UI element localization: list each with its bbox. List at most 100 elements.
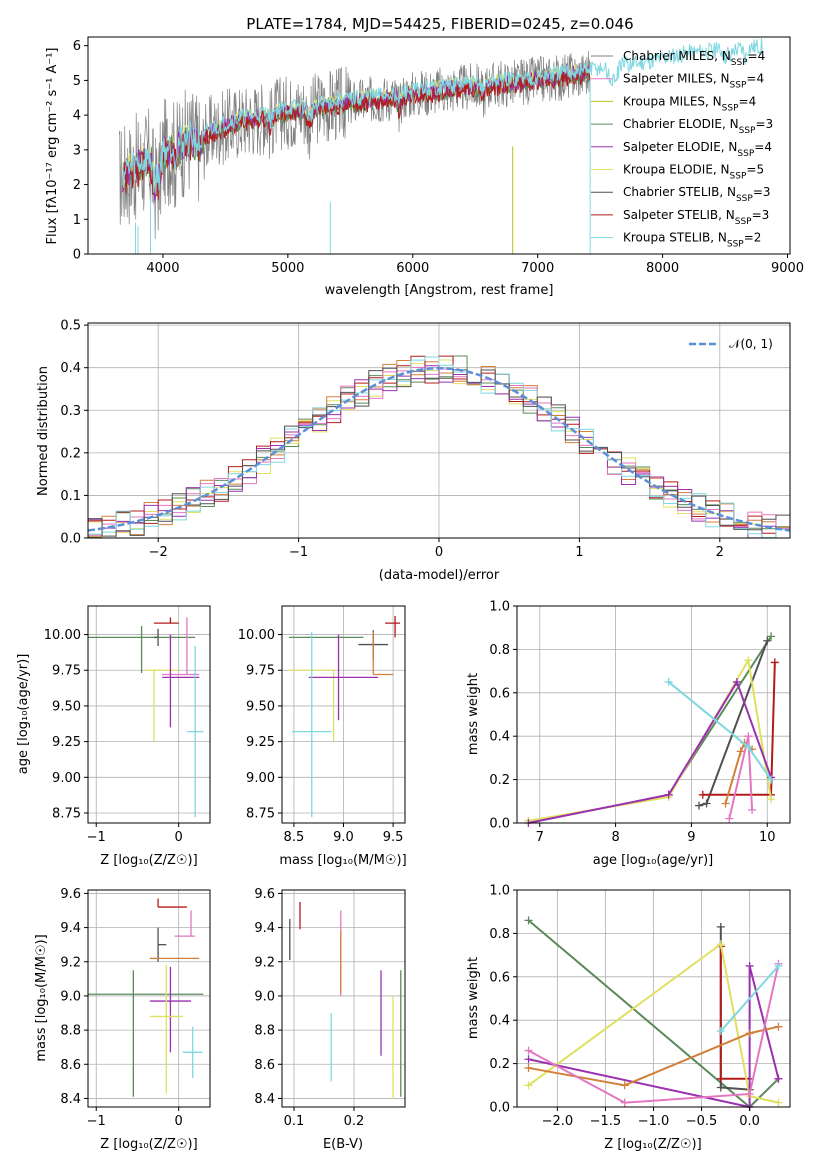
massweight_vs_Z-point-4-0 bbox=[524, 1055, 533, 1064]
massweight_vs_Z-ytick-label: 0.0 bbox=[489, 1101, 510, 1116]
massweight_vs_Z-series-6 bbox=[528, 963, 780, 1104]
age_vs_mass-xtick-label: 9.0 bbox=[333, 830, 354, 845]
legend-label-4: Salpeter ELODIE, NSSP=4 bbox=[623, 140, 772, 159]
model-spectrum-4 bbox=[122, 37, 763, 195]
massweight_vs_Z-ytick-label: 0.6 bbox=[489, 970, 510, 985]
age_vs_mass-xtick-label: 9.5 bbox=[383, 830, 404, 845]
massweight_vs_age-point-4-2 bbox=[732, 677, 741, 686]
residuals-xtick-label: −1 bbox=[289, 545, 308, 560]
age_vs_mass-ytick-label: 9.50 bbox=[246, 699, 275, 714]
residuals-ytick-label: 0.0 bbox=[60, 532, 81, 547]
massweight_vs_Z-point-3-3 bbox=[774, 1098, 783, 1107]
massweight_vs_age-point-7-0 bbox=[664, 677, 673, 686]
massweight_vs_Z-point-3-0 bbox=[524, 1081, 533, 1090]
residuals-ytick-label: 0.1 bbox=[60, 489, 81, 504]
model-spectrum-3 bbox=[122, 67, 591, 201]
residuals-xtick-label: −2 bbox=[149, 545, 168, 560]
massweight_vs_age-point-0-1 bbox=[767, 632, 776, 641]
mass-vs-extinction-xlabel: E(B-V) bbox=[323, 1137, 363, 1152]
massweight_vs_age-point-6-2 bbox=[748, 805, 757, 814]
massweight_vs_Z-point-1-1 bbox=[716, 1083, 725, 1092]
massweight_vs_Z-point-6-0 bbox=[524, 1046, 533, 1055]
mass_vs_Z-ytick-label: 8.8 bbox=[60, 1024, 81, 1039]
massweight_vs_age-point-1-2 bbox=[763, 636, 772, 645]
age-vs-mass-panel: 8.5 9.0 9.5 8.75 9.00 9.25 9.50 9.75 10.00 mass … bbox=[238, 605, 407, 868]
mass_vs_Z-xtick-label: −1 bbox=[87, 1114, 106, 1129]
massweight_vs_Z-point-3-1 bbox=[716, 940, 725, 949]
massweight_vs_age-point-7-1 bbox=[744, 743, 753, 752]
age_vs_mass-ytick-label: 10.00 bbox=[238, 628, 275, 643]
massweight_vs_Z-point-7-0 bbox=[716, 1027, 725, 1036]
massweight_vs_Z-ytick-label: 1.0 bbox=[489, 884, 510, 899]
mass_vs_Z-ytick-label: 8.6 bbox=[60, 1058, 81, 1073]
massweight_vs_age-point-3-3 bbox=[767, 795, 776, 804]
spectrum-ytick-label: 4 bbox=[73, 109, 81, 124]
legend-label-1: Salpeter MILES, NSSP=4 bbox=[623, 72, 764, 91]
legend-label-8: Kroupa STELIB, NSSP=2 bbox=[623, 231, 761, 250]
massweight_vs_age-xtick-label: 8 bbox=[611, 830, 619, 845]
massweight_vs_Z-point-2-1 bbox=[716, 1074, 725, 1083]
mass-weight-vs-age-panel: 7 8 9 10 0.0 0.2 0.4 0.6 0.8 1.0 age [log₁₀(age/y… bbox=[466, 600, 791, 868]
massweight_vs_Z-xtick-label: −2.0 bbox=[542, 1114, 574, 1129]
mass-vs-extinction-frame bbox=[281, 889, 406, 1108]
massweight_vs_age-ytick-label: 1.0 bbox=[489, 600, 510, 615]
massweight_vs_Z-point-0-0 bbox=[524, 916, 533, 925]
mass-vs-metallicity-xlabel: Z [log₁₀(Z/Z☉)] bbox=[100, 1137, 197, 1152]
massweight_vs_age-xtick-label: 9 bbox=[687, 830, 695, 845]
spectrum-xtick-label: 5000 bbox=[271, 261, 304, 276]
age_vs_Z-ytick-label: 10.00 bbox=[44, 628, 81, 643]
age_vs_mass-ytick-label: 9.75 bbox=[246, 664, 275, 679]
massweight_vs_age-ytick-label: 0.8 bbox=[489, 643, 510, 658]
mass-vs-extinction-panel: 0.1 0.2 8.4 8.6 8.8 9.0 9.2 9.4 9.6 E(B-V) bbox=[254, 887, 406, 1152]
spectrum-panel: 4000 5000 6000 7000 8000 9000 0 1 2 3 4 5 6 waveleng… bbox=[45, 36, 804, 298]
massweight_vs_age-series-4 bbox=[528, 679, 772, 824]
mass-weight-vs-age-xlabel: age [log₁₀(age/yr)] bbox=[593, 853, 714, 868]
massweight_vs_age-point-1-1 bbox=[702, 799, 711, 808]
massweight_vs_age-ytick-label: 0.0 bbox=[489, 817, 510, 832]
mass-weight-vs-age-frame bbox=[516, 605, 791, 824]
age_vs_Z-ytick-label: 9.00 bbox=[52, 771, 81, 786]
age-vs-metallicity-frame bbox=[87, 605, 211, 824]
massweight_vs_age-xtick-label: 7 bbox=[536, 830, 544, 845]
residuals-ytick-label: 0.3 bbox=[60, 404, 81, 419]
massweight_vs_Z-series-7 bbox=[720, 965, 780, 1032]
mass_vs_Z-ytick-label: 9.0 bbox=[60, 989, 81, 1004]
massweight_vs_Z-ytick-label: 0.8 bbox=[489, 927, 510, 942]
massweight_vs_Z-ytick-label: 0.4 bbox=[489, 1014, 510, 1029]
gaussian-legend-label: 𝒩(0, 1) bbox=[729, 337, 773, 351]
massweight_vs_Z-xtick-label: −1.0 bbox=[638, 1114, 670, 1129]
massweight_vs_age-point-7-2 bbox=[767, 775, 776, 784]
mass-vs-metallicity-frame bbox=[87, 889, 211, 1108]
residual-legend: 𝒩(0, 1) bbox=[689, 337, 773, 351]
massweight_vs_age-point-2-0 bbox=[698, 790, 707, 799]
massweight_vs_age-point-6-1 bbox=[744, 732, 753, 741]
massweight_vs_Z-point-4-3 bbox=[774, 1074, 783, 1083]
age_vs_Z-xtick-label: 0 bbox=[175, 830, 183, 845]
massweight_vs_Z-point-5-1 bbox=[620, 1081, 629, 1090]
spectrum-ytick-label: 3 bbox=[73, 143, 81, 158]
age_vs_Z-xtick-label: −1 bbox=[87, 830, 106, 845]
mass_vs_Z-ytick-label: 9.6 bbox=[60, 887, 81, 902]
massweight_vs_age-point-1-0 bbox=[695, 801, 703, 810]
mass_vs_EBV-ytick-label: 9.2 bbox=[254, 955, 275, 970]
spectrum-xtick-label: 7000 bbox=[521, 261, 554, 276]
mass-vs-metallicity-panel: −1 0 8.4 8.6 8.8 9.0 9.2 9.4 9.6 Z [log₁₀(Z/Z☉)]… bbox=[34, 887, 211, 1152]
mass_vs_EBV-xtick-label: 0.2 bbox=[344, 1114, 365, 1129]
age_vs_Z-ytick-label: 9.25 bbox=[52, 735, 81, 750]
massweight_vs_Z-point-6-1 bbox=[620, 1098, 629, 1107]
spectrum-xlabel: wavelength [Angstrom, rest frame] bbox=[325, 283, 554, 298]
massweight_vs_Z-point-7-1 bbox=[774, 961, 783, 970]
figure-title: PLATE=1784, MJD=54425, FIBERID=0245, z=0… bbox=[246, 15, 633, 33]
mass_vs_Z-xtick-label: 0 bbox=[175, 1114, 183, 1129]
residuals-xtick-label: 2 bbox=[716, 545, 724, 560]
legend-label-3: Chabrier ELODIE, NSSP=3 bbox=[623, 117, 773, 136]
mass_vs_Z-ytick-label: 9.4 bbox=[60, 921, 81, 936]
age-vs-mass-xlabel: mass [log₁₀(M/M☉)] bbox=[279, 853, 406, 868]
residual-histogram-7 bbox=[88, 367, 790, 537]
residuals-ytick-label: 0.5 bbox=[60, 319, 81, 334]
mass_vs_EBV-xtick-label: 0.1 bbox=[284, 1114, 305, 1129]
age-vs-metallicity-xlabel: Z [log₁₀(Z/Z☉)] bbox=[100, 853, 197, 868]
legend-label-7: Salpeter STELIB, NSSP=3 bbox=[623, 208, 769, 227]
